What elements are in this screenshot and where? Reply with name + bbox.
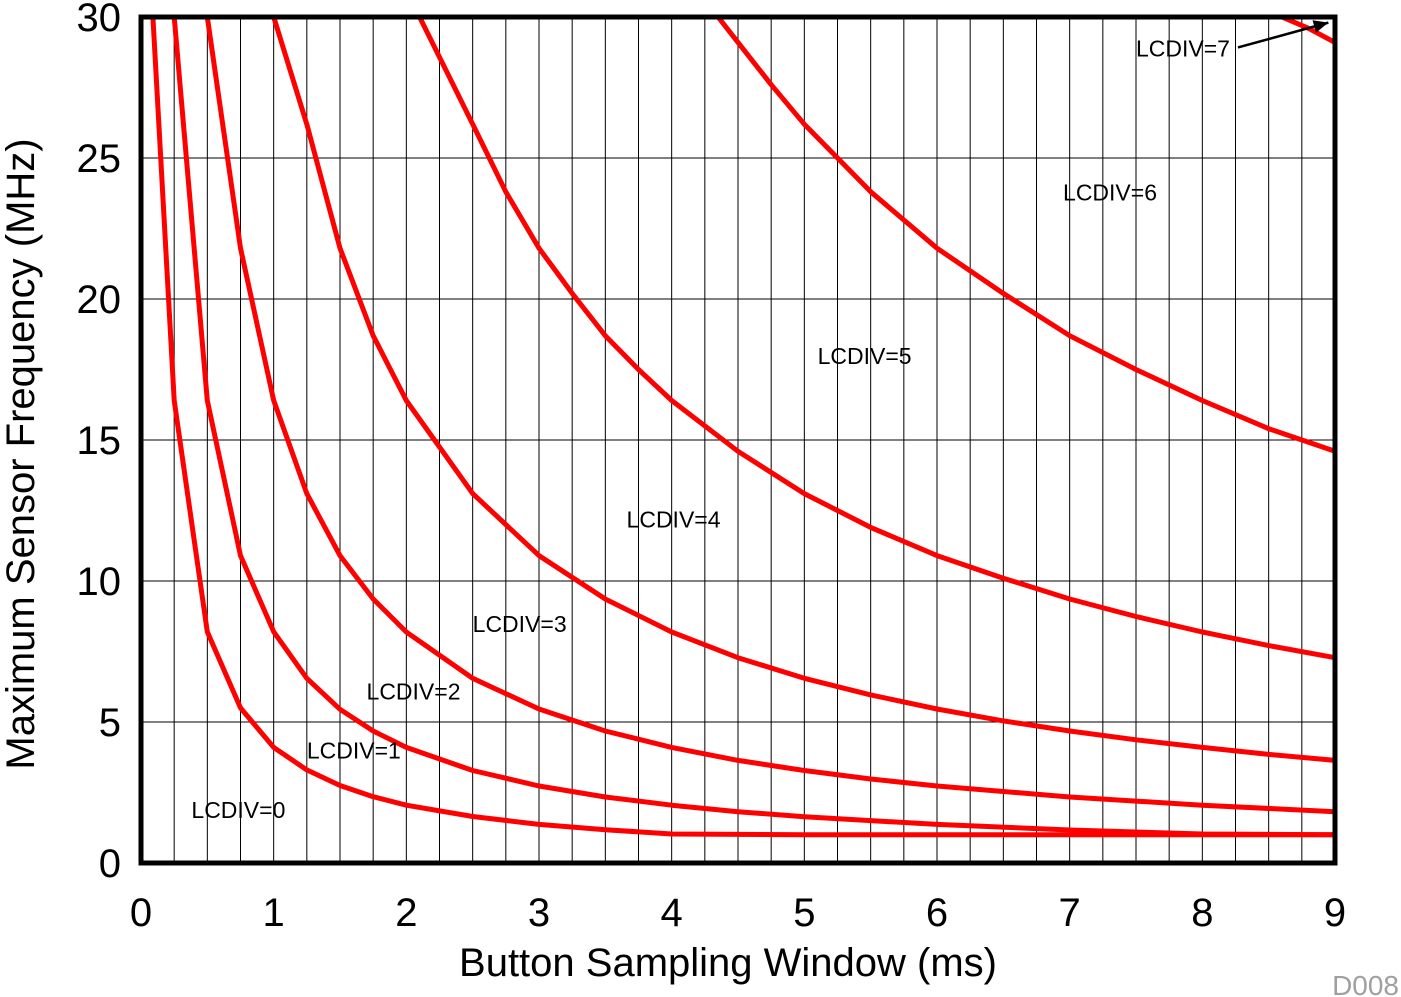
y-tick-label: 5	[99, 701, 121, 745]
series-line-lcdiv-0	[150, 14, 1338, 838]
curve-label-lcdiv-4: LCDIV=4	[627, 506, 721, 532]
curve-label-lcdiv-6: LCDIV=6	[1063, 179, 1157, 205]
y-tick-label: 20	[77, 278, 122, 322]
curve-label-arrow	[1237, 21, 1329, 49]
curve-label-lcdiv-1: LCDIV=1	[307, 738, 401, 764]
curve-label-lcdiv-2: LCDIV=2	[367, 678, 461, 704]
curve-label-lcdiv-0: LCDIV=0	[191, 797, 285, 823]
series-line-lcdiv-2	[204, 14, 1338, 815]
series-line-lcdiv-4	[417, 14, 1338, 661]
x-tick-labels: 0 1 2 3 4 5 6 7 8 9	[130, 891, 1346, 935]
grid-lines	[141, 17, 1335, 863]
x-tick-label: 9	[1324, 891, 1346, 935]
series-line-lcdiv-3	[271, 14, 1338, 763]
y-tick-label: 10	[77, 560, 122, 604]
series-line-lcdiv-5	[715, 14, 1338, 454]
x-tick-label: 3	[528, 891, 550, 935]
figure-id-label: D008	[1332, 970, 1399, 997]
x-tick-label: 1	[263, 891, 285, 935]
series-layer	[150, 14, 1338, 838]
x-tick-label: 8	[1191, 891, 1213, 935]
x-tick-label: 2	[395, 891, 417, 935]
y-tick-label: 30	[77, 0, 122, 40]
plot-frame	[138, 14, 1338, 866]
y-tick-labels: 0 5 10 15 20 25 30	[77, 0, 122, 886]
y-tick-label: 25	[77, 137, 122, 181]
curve-label-arrowhead	[1312, 20, 1329, 33]
x-tick-label: 4	[661, 891, 683, 935]
series-line-lcdiv-1	[171, 14, 1338, 838]
x-tick-label: 7	[1059, 891, 1081, 935]
curve-label-lcdiv-3: LCDIV=3	[473, 611, 567, 637]
curve-label-lcdiv-5: LCDIV=5	[818, 343, 912, 369]
x-tick-label: 5	[793, 891, 815, 935]
x-tick-label: 0	[130, 891, 152, 935]
y-tick-label: 0	[99, 842, 121, 886]
x-tick-label: 6	[926, 891, 948, 935]
y-axis-title: Maximum Sensor Frequency (MHz)	[0, 138, 43, 769]
x-axis-title: Button Sampling Window (ms)	[459, 941, 997, 985]
y-tick-label: 15	[77, 419, 122, 463]
curve-label-lcdiv-7: LCDIV=7	[1136, 35, 1230, 61]
curve-labels: LCDIV=0 LCDIV=1 LCDIV=2 LCDIV=3 LCDIV=4 LCDIV…	[191, 20, 1329, 823]
